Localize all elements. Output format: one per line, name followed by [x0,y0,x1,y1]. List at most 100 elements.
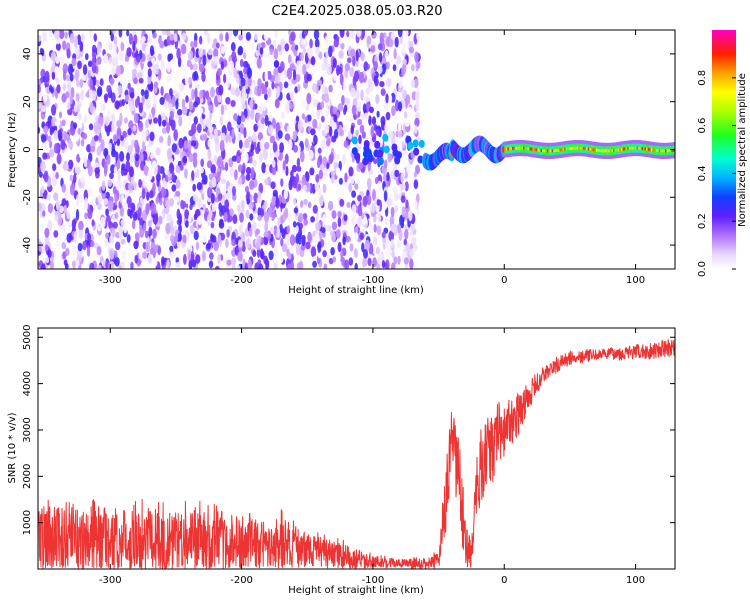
spectrogram-cell [600,149,604,153]
spectrogram-cell [403,257,409,265]
spectrogram-cell [349,66,355,78]
spectrogram-cell [394,192,399,202]
spectrogram-cell [271,117,276,129]
spectrogram-cell [608,149,612,153]
spectrogram-cell [207,148,212,161]
spectrogram-cell [373,60,379,70]
spectrogram-cell [57,215,62,226]
spectrogram-cell [297,120,304,132]
spectrogram-cell [50,86,54,94]
spectrogram-cell [126,30,130,37]
spectrogram-cell [197,215,203,226]
spectrogram-cell [333,38,339,48]
spectrogram-cell [395,99,399,112]
spectrogram-cell [405,94,411,105]
spectrogram-cell [105,232,110,239]
snr-y-axis: 1000 2000 3000 4000 5000 [22,325,675,535]
spectrogram-cell [63,130,68,142]
spectrogram-cell [649,148,653,152]
spectrogram-cell [534,148,537,152]
spectrogram-cell [414,124,418,134]
spectrogram-cell [215,214,221,221]
spectrogram-cell [631,146,635,150]
spectrogram-cell [131,139,135,148]
spectrogram-cell [546,149,550,153]
spectrogram-cell [141,188,146,200]
spectrogram-cell [513,146,517,150]
spectrogram-cell [147,169,153,181]
spectrogram-cell [119,151,125,162]
spectrogram-cell [403,111,408,119]
spectrogram-cell [67,101,71,110]
spectrogram-cell [328,45,333,58]
colorbar-label: Normalized spectral amplitude [737,73,748,227]
spectrogram-cell [250,166,255,179]
spectrogram-cell [120,238,126,245]
spectrogram-cell [359,124,365,134]
spectrogram-cell [318,229,323,241]
spectrogram-cell [158,114,162,127]
spectrogram-cell [377,43,383,51]
spectrogram-cell [520,146,523,150]
spectrogram-cell [397,129,403,139]
spectrogram-cell [274,98,280,109]
spectrogram-cell [414,51,419,63]
spectrogram-cell [510,147,514,151]
spectrogram-cell [128,120,134,130]
spectrogram-cell [62,83,67,91]
spectrogram-cell [147,83,153,91]
spectrogram-cell [152,95,158,105]
spectrogram-cell [306,73,312,82]
spectrogram-cell [121,36,127,44]
spectrogram-cell [202,153,207,161]
spectrogram-cell [264,70,269,82]
spectrogram-cell [187,52,192,61]
spectrogram-cell [166,122,171,134]
spectrogram-cell [66,233,72,243]
spectrogram-cell [147,60,153,68]
spectrogram-cell [321,227,326,234]
spectrogram-cell [169,251,175,259]
spectrogram-cell [103,56,109,64]
spectrogram-cell [152,160,157,169]
spectrogram-cell [143,222,147,233]
spectrogram-cell [193,116,198,125]
spectrogram-cell [273,262,278,269]
spectrogram-cell [391,262,396,269]
spectrogram-cell [161,119,167,127]
spectrogram-cell [326,138,331,147]
spectrogram-cell [404,181,409,192]
spectrogram-cell [167,53,172,62]
colorbar-gradient [712,30,736,269]
spectrogram-cell [47,135,52,142]
spectrogram-cell [185,220,189,228]
spectrogram-cell [411,64,415,72]
spectrogram-cell [578,146,582,150]
spectrogram-cell [38,171,43,178]
spectrogram-cell [398,122,402,132]
snr-y-label: SNR (10 * v/v) [7,412,18,483]
spectrogram-cell [384,217,389,225]
spectrogram-cell [83,114,88,125]
spectrogram-cell [219,33,223,42]
spectrogram-cell [61,198,67,206]
spectrogram-cell [323,263,328,269]
spectrogram-cell [376,256,383,265]
spectrogram-cell [360,89,364,100]
spectrogram-cell [208,260,214,269]
spectrogram-cell [403,30,409,38]
spectrogram-cell [216,129,221,137]
spectrogram-cell [67,82,72,91]
spectrogram-cell [341,95,345,106]
spectrogram-cell [195,241,200,251]
spectrogram-cell [373,214,377,223]
spectrogram-cell [97,202,102,211]
spectrogram-cell [88,123,94,131]
spectrogram-cell [96,88,103,97]
spectrogram-cell [268,114,273,122]
spectrogram-cell [633,146,637,150]
spectrogram-cell [564,147,567,151]
spectrogram-cell [314,182,320,192]
spectrogram-cell [416,30,421,42]
spectrogram-cell [184,192,190,205]
